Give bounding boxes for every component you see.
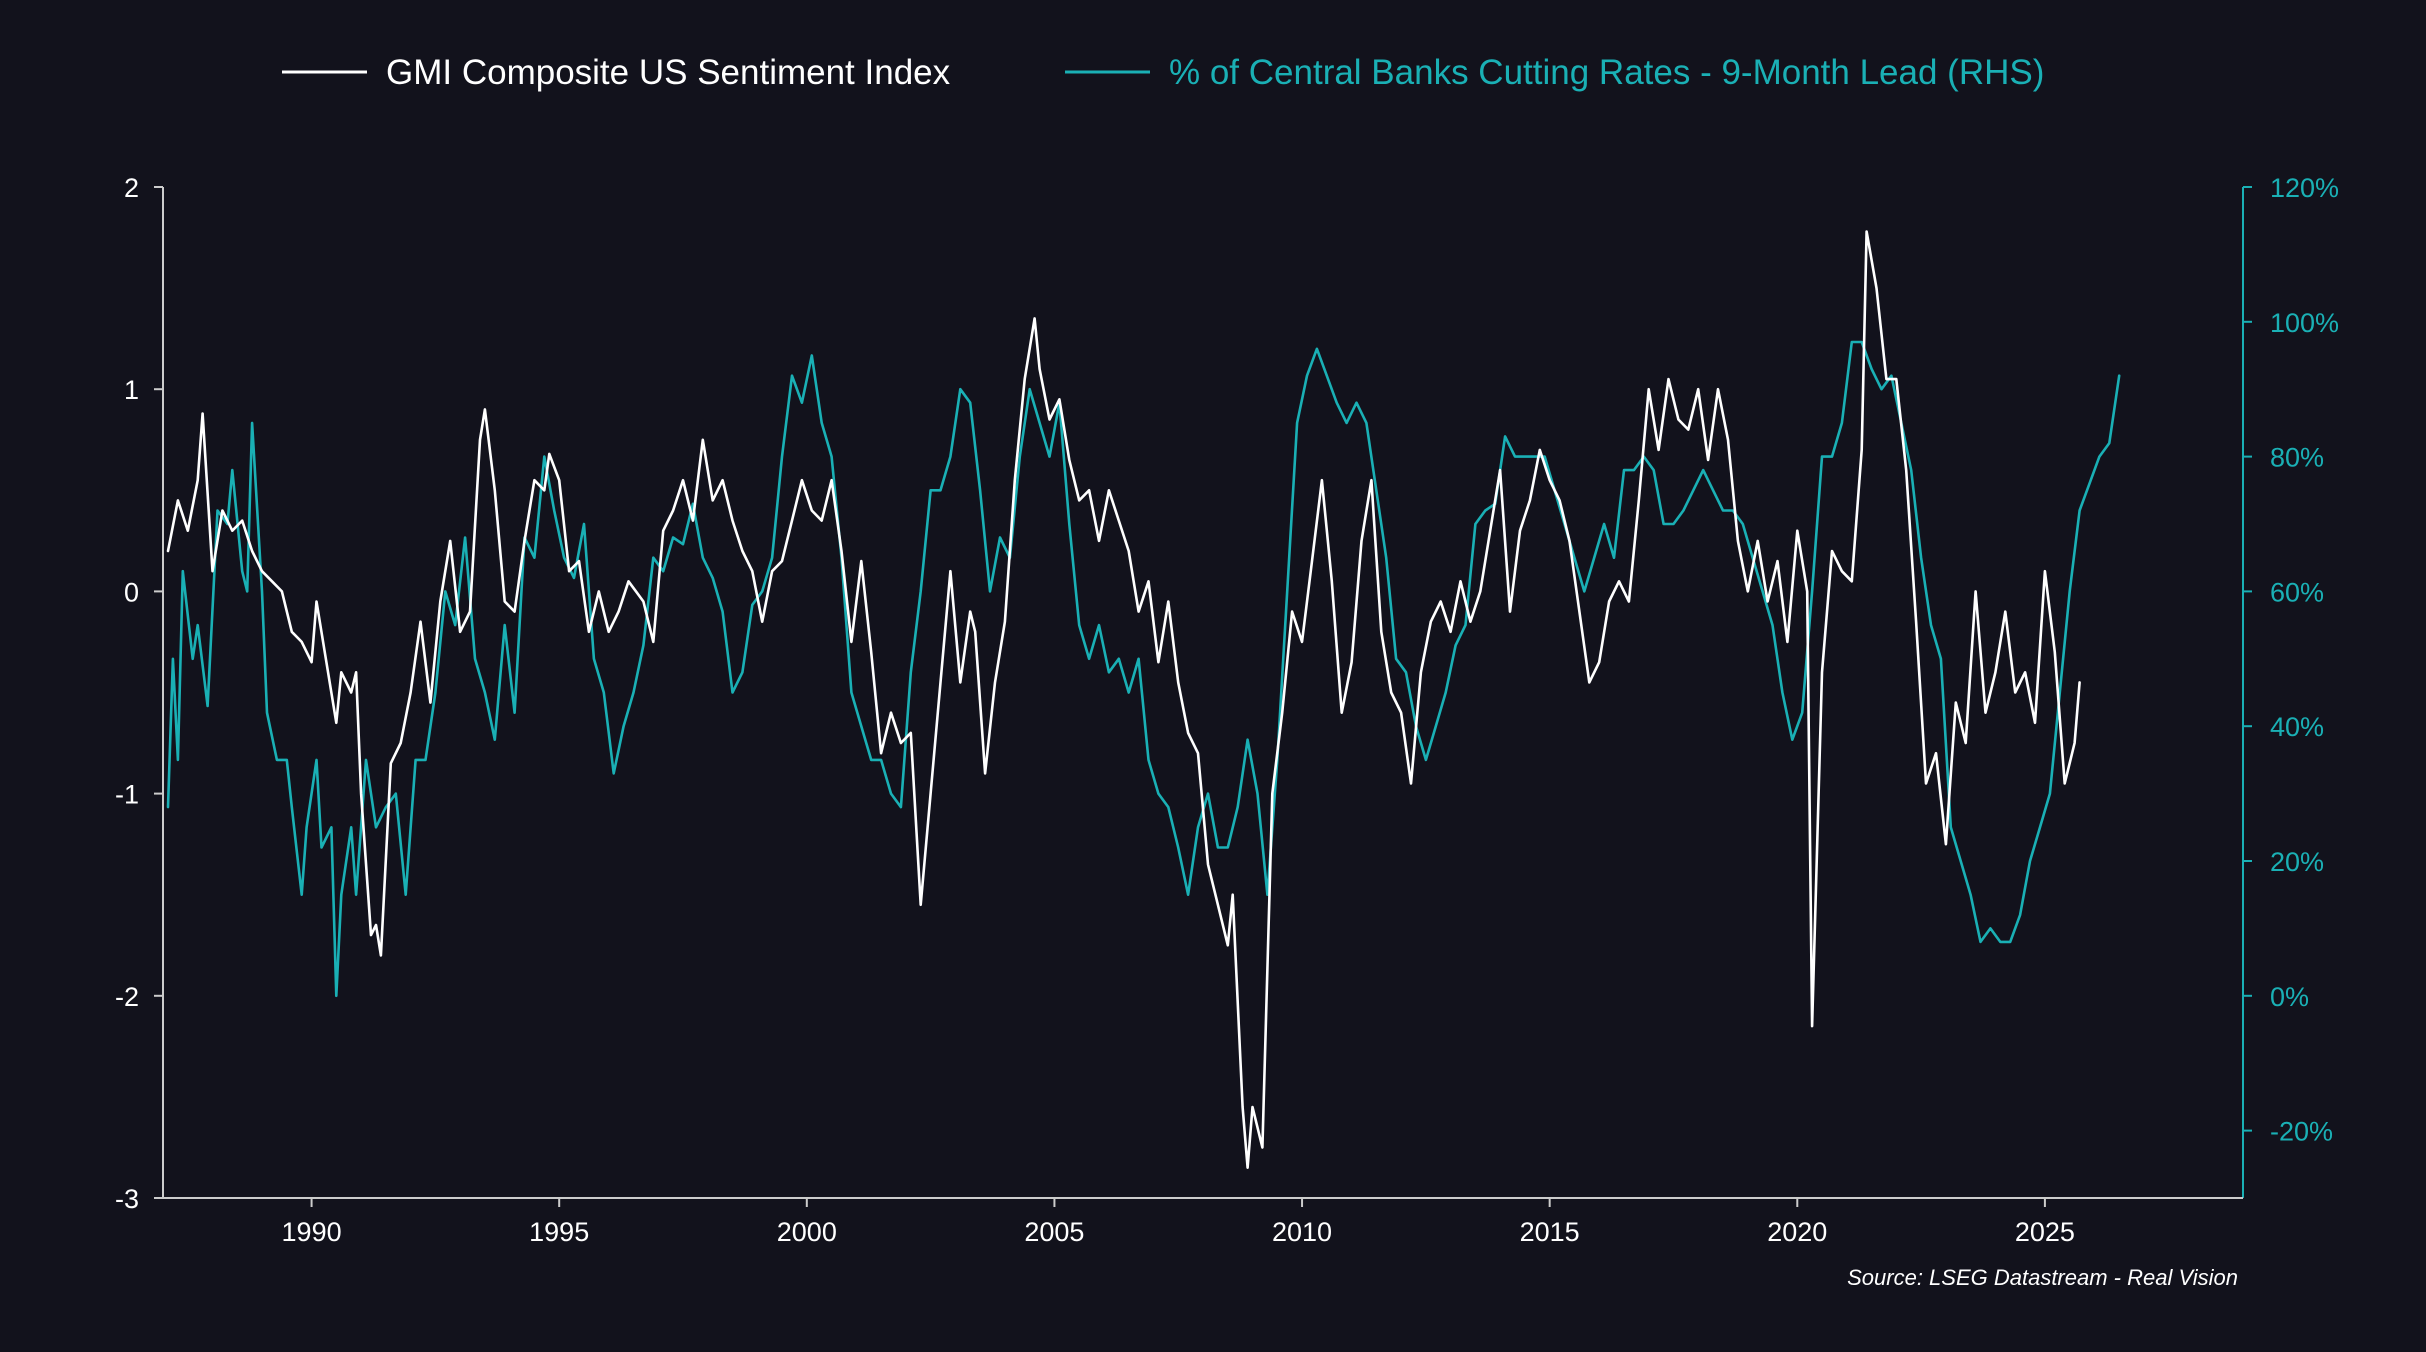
x-tick-label: 2005 (1024, 1217, 1084, 1247)
legend: GMI Composite US Sentiment Index % of Ce… (282, 53, 2044, 92)
left-axis-ticks: 2 1 0 -1 -2 -3 (115, 173, 163, 1214)
left-tick-label: -1 (115, 780, 139, 810)
x-axis-ticks: 1990 1995 2000 2005 2010 2015 2020 2025 (282, 1198, 2075, 1247)
right-axis-ticks: 120% 100% 80% 60% 40% 20% 0% -20% (2243, 173, 2339, 1147)
legend-label-gmi: GMI Composite US Sentiment Index (386, 53, 951, 92)
x-axis: 1990 1995 2000 2005 2010 2015 2020 2025 (163, 1197, 2243, 1247)
left-tick-label: -2 (115, 982, 139, 1012)
left-tick-label: -3 (115, 1184, 139, 1214)
right-tick-label: 0% (2270, 982, 2309, 1012)
x-tick-label: 2020 (1767, 1217, 1827, 1247)
x-tick-label: 1995 (529, 1217, 589, 1247)
series-layer (166, 230, 2121, 1169)
series-line-gmi (166, 230, 2081, 1169)
x-tick-label: 2015 (1520, 1217, 1580, 1247)
right-tick-label: 60% (2270, 577, 2324, 607)
x-tick-label: 2025 (2015, 1217, 2075, 1247)
right-tick-label: 20% (2270, 847, 2324, 877)
series-line-central-banks (166, 340, 2121, 998)
right-tick-label: 40% (2270, 712, 2324, 742)
left-tick-label: 2 (124, 173, 139, 203)
right-tick-label: 100% (2270, 308, 2339, 338)
source-note: Source: LSEG Datastream - Real Vision (1847, 1265, 2238, 1290)
right-tick-label: -20% (2270, 1117, 2333, 1147)
right-axis: 120% 100% 80% 60% 40% 20% 0% -20% (2242, 173, 2339, 1198)
right-tick-label: 80% (2270, 443, 2324, 473)
left-tick-label: 1 (124, 375, 139, 405)
x-tick-label: 2000 (777, 1217, 837, 1247)
right-tick-label: 120% (2270, 173, 2339, 203)
left-axis: 2 1 0 -1 -2 -3 (115, 173, 164, 1214)
x-tick-label: 1990 (282, 1217, 342, 1247)
left-tick-label: 0 (124, 577, 139, 607)
legend-label-central-banks: % of Central Banks Cutting Rates - 9-Mon… (1169, 53, 2044, 92)
x-tick-label: 2010 (1272, 1217, 1332, 1247)
